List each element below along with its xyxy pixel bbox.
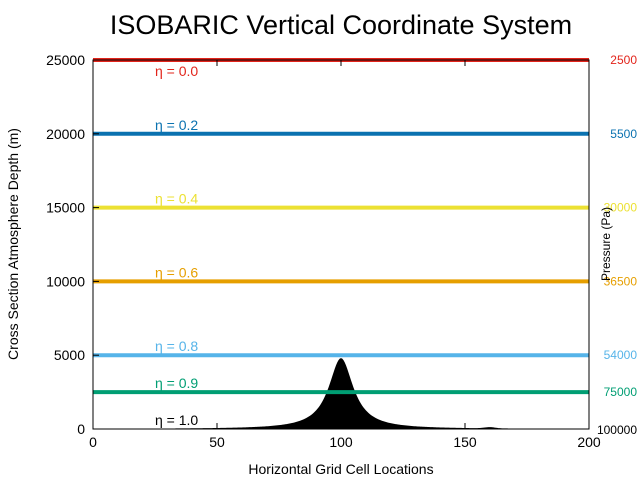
- pressure-labels: 2500 5500 30000 36500 54000 75000 100000: [597, 53, 637, 437]
- y-tick-label-4: 20000: [46, 126, 85, 142]
- y-tick-label-3: 15000: [46, 200, 85, 216]
- eta-label-3: η = 0.6: [155, 264, 198, 280]
- x-axis-label: Horizontal Grid Cell Locations: [248, 461, 433, 477]
- y-tick-label-5: 25000: [46, 52, 85, 68]
- pressure-label-5: 75000: [604, 385, 638, 399]
- y-axis-label: Cross Section Atmosphere Depth (m): [5, 128, 21, 360]
- pressure-label-4: 54000: [604, 348, 638, 362]
- y-tick-label-0: 0: [77, 421, 85, 437]
- y-ticks: 0 5000 10000 15000 20000 25000: [46, 52, 99, 437]
- y2-axis-label: Pressure (Pa): [599, 207, 613, 281]
- x-tick-label-0: 0: [89, 434, 97, 450]
- x-ticks: 0 50 100 150 200: [89, 60, 601, 450]
- eta-label-5: η = 0.9: [155, 375, 198, 391]
- pressure-label-2: 30000: [604, 201, 638, 215]
- eta-label-6: η = 1.0: [155, 412, 198, 428]
- chart-title: ISOBARIC Vertical Coordinate System: [110, 10, 572, 40]
- eta-label-2: η = 0.4: [155, 191, 198, 207]
- eta-label-0: η = 0.0: [155, 63, 198, 79]
- pressure-label-6: 100000: [597, 423, 637, 437]
- pressure-label-3: 36500: [604, 274, 638, 288]
- x-tick-label-3: 150: [453, 434, 477, 450]
- eta-labels: η = 0.0 η = 0.2 η = 0.4 η = 0.6 η = 0.8 η = 0…: [155, 63, 198, 428]
- x-tick-label-2: 100: [329, 434, 353, 450]
- pressure-label-0: 2500: [610, 53, 637, 67]
- y-tick-label-2: 10000: [46, 273, 85, 289]
- x-tick-label-4: 200: [577, 434, 601, 450]
- x-tick-label-1: 50: [209, 434, 225, 450]
- eta-label-4: η = 0.8: [155, 338, 198, 354]
- pressure-label-1: 5500: [610, 127, 637, 141]
- y-tick-label-1: 5000: [54, 347, 85, 363]
- eta-label-1: η = 0.2: [155, 117, 198, 133]
